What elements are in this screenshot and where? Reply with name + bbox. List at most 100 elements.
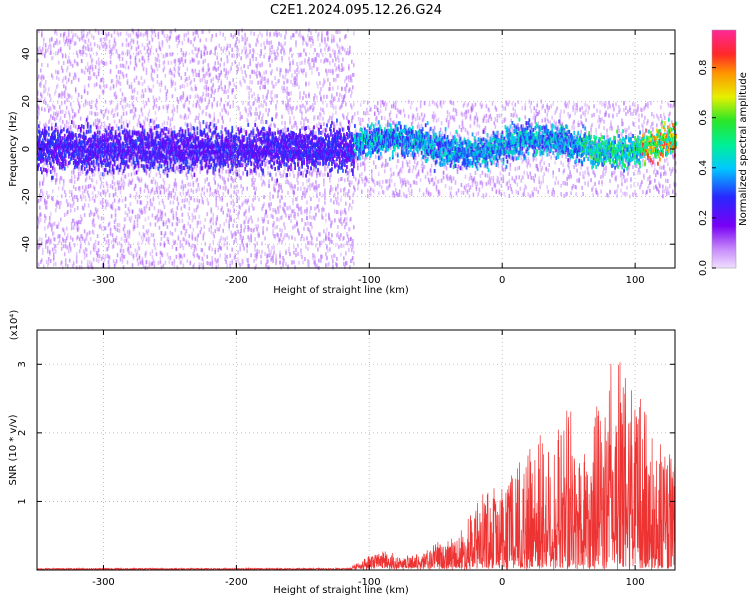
spectral-cell (120, 164, 123, 169)
spectral-cell (95, 180, 98, 185)
spectral-cell (228, 156, 231, 161)
spectral-cell (83, 251, 86, 256)
spectral-cell (97, 158, 100, 163)
spectral-cell (59, 175, 62, 180)
spectral-cell (214, 51, 217, 56)
spectral-cell (144, 253, 147, 258)
spectral-cell (90, 58, 93, 63)
spectral-cell (119, 136, 122, 141)
spectral-cell (176, 206, 179, 211)
spectral-cell (121, 71, 124, 76)
spectral-cell (44, 155, 47, 160)
spectral-cell (181, 132, 184, 137)
spectral-cell (209, 50, 212, 55)
spectral-cell (183, 253, 186, 258)
spectral-cell (226, 153, 229, 158)
spectral-cell (173, 263, 176, 268)
spectral-cell (184, 135, 187, 140)
spectral-cell (100, 163, 103, 168)
spectral-cell (91, 134, 94, 139)
spectral-cell (120, 115, 123, 120)
spectral-cell (86, 141, 89, 146)
spectral-cell (185, 172, 188, 177)
spectral-cell (46, 263, 49, 268)
spectral-cell (156, 128, 159, 133)
spectral-cell (178, 253, 181, 258)
spectral-cell (103, 61, 106, 66)
spectral-cell (118, 197, 121, 202)
spectral-cell (39, 260, 42, 265)
spectral-cell (118, 180, 121, 185)
spectral-cell (224, 257, 227, 262)
spectral-cell (231, 53, 233, 58)
spectral-cell (69, 125, 72, 130)
spectral-cell (211, 104, 214, 109)
spectral-cell (154, 156, 157, 161)
spectral-cell (238, 163, 241, 168)
spectral-cell (77, 133, 80, 138)
spectral-cell (158, 145, 161, 150)
spectral-cell (96, 156, 99, 161)
spectral-cell (213, 154, 216, 159)
spectral-cell (179, 149, 182, 154)
spectral-cell (64, 86, 67, 91)
spectral-cell (125, 160, 128, 165)
spectral-cell (143, 153, 146, 158)
spectral-cell (73, 208, 76, 213)
spectral-cell (71, 197, 74, 202)
spectral-cell (186, 165, 189, 170)
spectral-cell (63, 156, 66, 161)
spectral-cell (206, 71, 209, 76)
spectral-cell (76, 205, 79, 210)
spectral-cell (99, 157, 102, 162)
spectral-cell (117, 153, 120, 158)
spectral-cell (169, 134, 172, 139)
spectral-cell (212, 66, 215, 71)
spectral-cell (65, 68, 68, 73)
spectral-cell (40, 74, 43, 79)
spectral-cell (151, 150, 154, 155)
spectral-cell (179, 156, 182, 161)
spectral-cell (126, 212, 129, 217)
spectral-cell (39, 155, 42, 160)
spectral-cell (132, 126, 135, 131)
spectral-cell (151, 68, 154, 73)
spectral-cell (111, 201, 114, 206)
spectral-cell (226, 131, 229, 136)
spectral-cell (111, 139, 114, 144)
spectral-cell (154, 140, 157, 145)
spectral-cell (190, 123, 193, 128)
spectral-cell (83, 203, 86, 208)
spectral-cell (243, 135, 246, 140)
spectral-cell (225, 218, 228, 223)
spectral-cell (174, 239, 177, 244)
spectral-cell (39, 68, 42, 73)
spectral-cell (83, 255, 86, 260)
spectral-cell (52, 43, 55, 48)
spectral-cell (44, 80, 47, 85)
spectral-cell (92, 72, 95, 77)
spectral-cell (51, 247, 54, 252)
spectral-cell (112, 259, 115, 264)
spectral-cell (73, 59, 76, 64)
spectral-cell (80, 140, 83, 145)
spectral-cell (188, 133, 191, 138)
spectral-cell (90, 178, 93, 183)
spectral-cell (112, 138, 115, 143)
spectral-cell (143, 143, 146, 148)
spectral-cell (110, 33, 113, 38)
spectral-cell (149, 222, 152, 227)
spectral-cell (137, 51, 140, 56)
spectral-cell (93, 111, 96, 116)
spectral-cell (166, 39, 169, 44)
spectral-cell (51, 150, 54, 155)
spectral-cell (184, 78, 187, 83)
spectral-cell (206, 177, 209, 182)
spectral-cell (113, 119, 116, 124)
spectral-cell (202, 91, 205, 96)
spectral-cell (89, 209, 92, 214)
spectral-cell (189, 150, 192, 155)
spectral-cell (169, 159, 172, 164)
spectral-cell (225, 259, 228, 264)
spectral-cell (111, 143, 114, 148)
